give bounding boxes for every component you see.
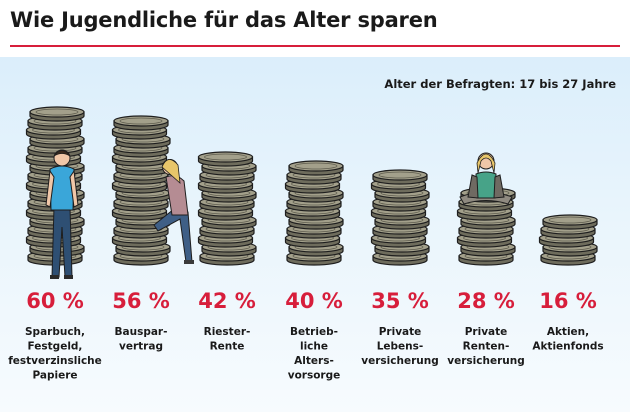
category-label: Aktien, Aktienfonds <box>532 326 603 353</box>
category-label: Betrieb-liche Alters-vorsorge <box>288 326 341 382</box>
value-label: 56 % <box>112 289 170 313</box>
standing-man-figure <box>45 149 79 279</box>
value-label: 28 % <box>457 289 515 313</box>
category-label: Riester-Rente <box>204 326 251 353</box>
coin-stack-bar <box>284 160 344 266</box>
coin-stack-bar <box>538 214 598 266</box>
category-label: Bauspar-vertrag <box>115 326 168 353</box>
value-label: 35 % <box>371 289 429 313</box>
coin-stack-bar <box>111 115 171 266</box>
chart-title: Wie Jugendliche für das Alter sparen <box>10 8 438 32</box>
coin-stack-bar <box>370 169 430 266</box>
coin-stack-chart: 60 % Sparbuch, Festgeld, festverzinsliche Pa… <box>8 106 604 382</box>
value-label: 40 % <box>285 289 343 313</box>
value-label: 16 % <box>539 289 597 313</box>
value-label: 42 % <box>198 289 256 313</box>
chart-subtitle: Alter der Befragten: 17 bis 27 Jahre <box>384 77 616 91</box>
value-label: 60 % <box>26 289 84 313</box>
coin-stack-bar <box>197 151 257 266</box>
category-label: Private Lebens-versicherung <box>361 326 438 367</box>
leaning-woman-figure <box>153 159 194 264</box>
category-label: Private Renten-versicherung <box>447 326 524 367</box>
sitting-woman-figure <box>459 152 513 205</box>
title-divider <box>10 45 620 47</box>
category-label: Sparbuch, Festgeld, festverzinsliche Papier… <box>8 326 102 382</box>
